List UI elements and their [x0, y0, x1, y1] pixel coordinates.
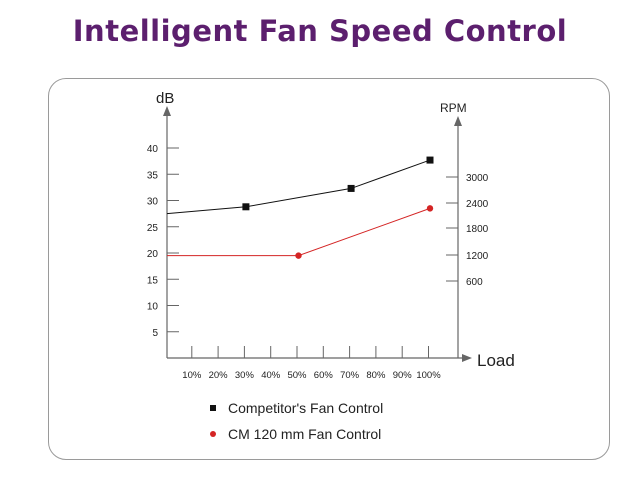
y-left-tick-label: 15 — [147, 275, 159, 286]
y-left-tick-label: 20 — [147, 249, 159, 260]
legend-marker-cm — [210, 431, 216, 437]
x-axis-arrow — [462, 354, 472, 362]
competitor-data-point — [242, 203, 250, 211]
x-tick-label: 100% — [416, 370, 441, 381]
y-left-tick-label: 35 — [147, 170, 159, 181]
x-tick-label: 80% — [366, 370, 386, 381]
x-tick-label: 40% — [261, 370, 281, 381]
y-axis-left-label: dB — [156, 90, 174, 107]
y-axis-right-label: RPM — [440, 101, 467, 115]
y-left-tick-label: 40 — [147, 144, 159, 155]
y-right-tick-label: 1200 — [466, 251, 489, 262]
chart-panel — [48, 78, 610, 460]
x-tick-label: 90% — [393, 370, 413, 381]
legend-marker-competitor — [210, 405, 216, 411]
competitor-series-line — [166, 159, 431, 215]
cm-series-line — [167, 207, 431, 257]
y-axis-left-arrow — [163, 106, 171, 116]
y-left-tick-label: 25 — [147, 223, 159, 234]
page-title: Intelligent Fan Speed Control — [72, 14, 568, 48]
y-right-tick-label: 600 — [466, 277, 483, 288]
x-tick-label: 30% — [235, 370, 255, 381]
x-tick-label: 10% — [182, 370, 202, 381]
competitor-data-point — [347, 184, 355, 192]
cm-data-point — [295, 252, 302, 259]
x-axis-label: Load — [477, 351, 515, 370]
y-left-tick-label: 10 — [147, 302, 159, 313]
y-right-tick-label: 2400 — [466, 199, 489, 210]
x-tick-label: 60% — [314, 370, 334, 381]
x-tick-label: 20% — [209, 370, 229, 381]
cm-data-point — [426, 205, 434, 212]
legend-label-competitor: Competitor's Fan Control — [228, 400, 383, 416]
legend-label-cm: CM 120 mm Fan Control — [228, 426, 381, 442]
x-tick-label: 70% — [340, 370, 360, 381]
y-right-tick-label: 1800 — [466, 224, 489, 235]
competitor-data-point — [426, 156, 434, 164]
y-right-tick-label: 3000 — [466, 173, 489, 184]
y-left-tick-label: 30 — [147, 197, 159, 208]
y-axis-right-arrow — [454, 116, 462, 126]
x-tick-label: 50% — [287, 370, 307, 381]
y-left-tick-label: 5 — [152, 328, 158, 339]
